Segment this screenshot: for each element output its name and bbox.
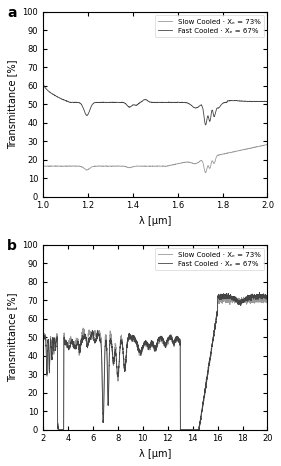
- Line: Slow Cooled · Xₑ = 73%: Slow Cooled · Xₑ = 73%: [43, 144, 268, 181]
- Slow Cooled · Xₑ = 73%: [233, 294, 237, 300]
- Slow Cooled · Xₑ = 73%: [123, 366, 126, 372]
- Fast Cooled · Xₑ = 67%: [41, 137, 45, 143]
- Slow Cooled · Xₑ = 73%: [148, 164, 151, 169]
- Line: Fast Cooled · Xₑ = 67%: Fast Cooled · Xₑ = 67%: [43, 292, 268, 430]
- Y-axis label: Transmittance [%]: Transmittance [%]: [7, 60, 17, 149]
- Line: Fast Cooled · Xₑ = 67%: Fast Cooled · Xₑ = 67%: [43, 83, 268, 140]
- Slow Cooled · Xₑ = 73%: [220, 296, 223, 302]
- Fast Cooled · Xₑ = 67%: [220, 293, 223, 299]
- Fast Cooled · Xₑ = 67%: [148, 99, 151, 105]
- Fast Cooled · Xₑ = 67%: [258, 289, 261, 295]
- X-axis label: λ [μm]: λ [μm]: [139, 216, 171, 226]
- Slow Cooled · Xₑ = 73%: [208, 358, 211, 364]
- Fast Cooled · Xₑ = 67%: [42, 81, 45, 86]
- Fast Cooled · Xₑ = 67%: [137, 100, 141, 106]
- Slow Cooled · Xₑ = 73%: [266, 159, 269, 164]
- Slow Cooled · Xₑ = 73%: [266, 330, 269, 336]
- Slow Cooled · Xₑ = 73%: [41, 380, 45, 385]
- Fast Cooled · Xₑ = 67%: [123, 366, 126, 371]
- Text: b: b: [7, 240, 17, 254]
- Slow Cooled · Xₑ = 73%: [53, 338, 56, 343]
- Y-axis label: Transmittance [%]: Transmittance [%]: [7, 293, 17, 382]
- Slow Cooled · Xₑ = 73%: [41, 178, 45, 184]
- Legend: Slow Cooled · Xₑ = 73%, Fast Cooled · Xₑ = 67%: Slow Cooled · Xₑ = 73%, Fast Cooled · Xₑ…: [155, 248, 264, 270]
- Slow Cooled · Xₑ = 73%: [57, 427, 60, 432]
- Slow Cooled · Xₑ = 73%: [184, 427, 187, 432]
- Slow Cooled · Xₑ = 73%: [259, 144, 262, 149]
- Slow Cooled · Xₑ = 73%: [137, 164, 141, 169]
- Fast Cooled · Xₑ = 67%: [259, 99, 262, 104]
- Fast Cooled · Xₑ = 67%: [41, 381, 45, 387]
- Fast Cooled · Xₑ = 67%: [184, 427, 187, 432]
- Fast Cooled · Xₑ = 67%: [136, 102, 139, 107]
- Text: a: a: [7, 7, 17, 21]
- Fast Cooled · Xₑ = 67%: [266, 130, 269, 136]
- Fast Cooled · Xₑ = 67%: [208, 358, 211, 364]
- Fast Cooled · Xₑ = 67%: [56, 427, 60, 432]
- Slow Cooled · Xₑ = 73%: [248, 145, 251, 151]
- Fast Cooled · Xₑ = 67%: [174, 336, 178, 342]
- Fast Cooled · Xₑ = 67%: [205, 121, 208, 126]
- Fast Cooled · Xₑ = 67%: [53, 337, 56, 343]
- Legend: Slow Cooled · Xₑ = 73%, Fast Cooled · Xₑ = 67%: Slow Cooled · Xₑ = 73%, Fast Cooled · Xₑ…: [155, 15, 264, 37]
- Slow Cooled · Xₑ = 73%: [266, 142, 269, 147]
- Fast Cooled · Xₑ = 67%: [266, 329, 269, 334]
- Fast Cooled · Xₑ = 67%: [248, 98, 251, 104]
- Slow Cooled · Xₑ = 73%: [204, 169, 208, 175]
- Line: Slow Cooled · Xₑ = 73%: Slow Cooled · Xₑ = 73%: [43, 297, 268, 430]
- Slow Cooled · Xₑ = 73%: [136, 163, 139, 169]
- X-axis label: λ [μm]: λ [μm]: [139, 449, 171, 459]
- Slow Cooled · Xₑ = 73%: [174, 336, 178, 341]
